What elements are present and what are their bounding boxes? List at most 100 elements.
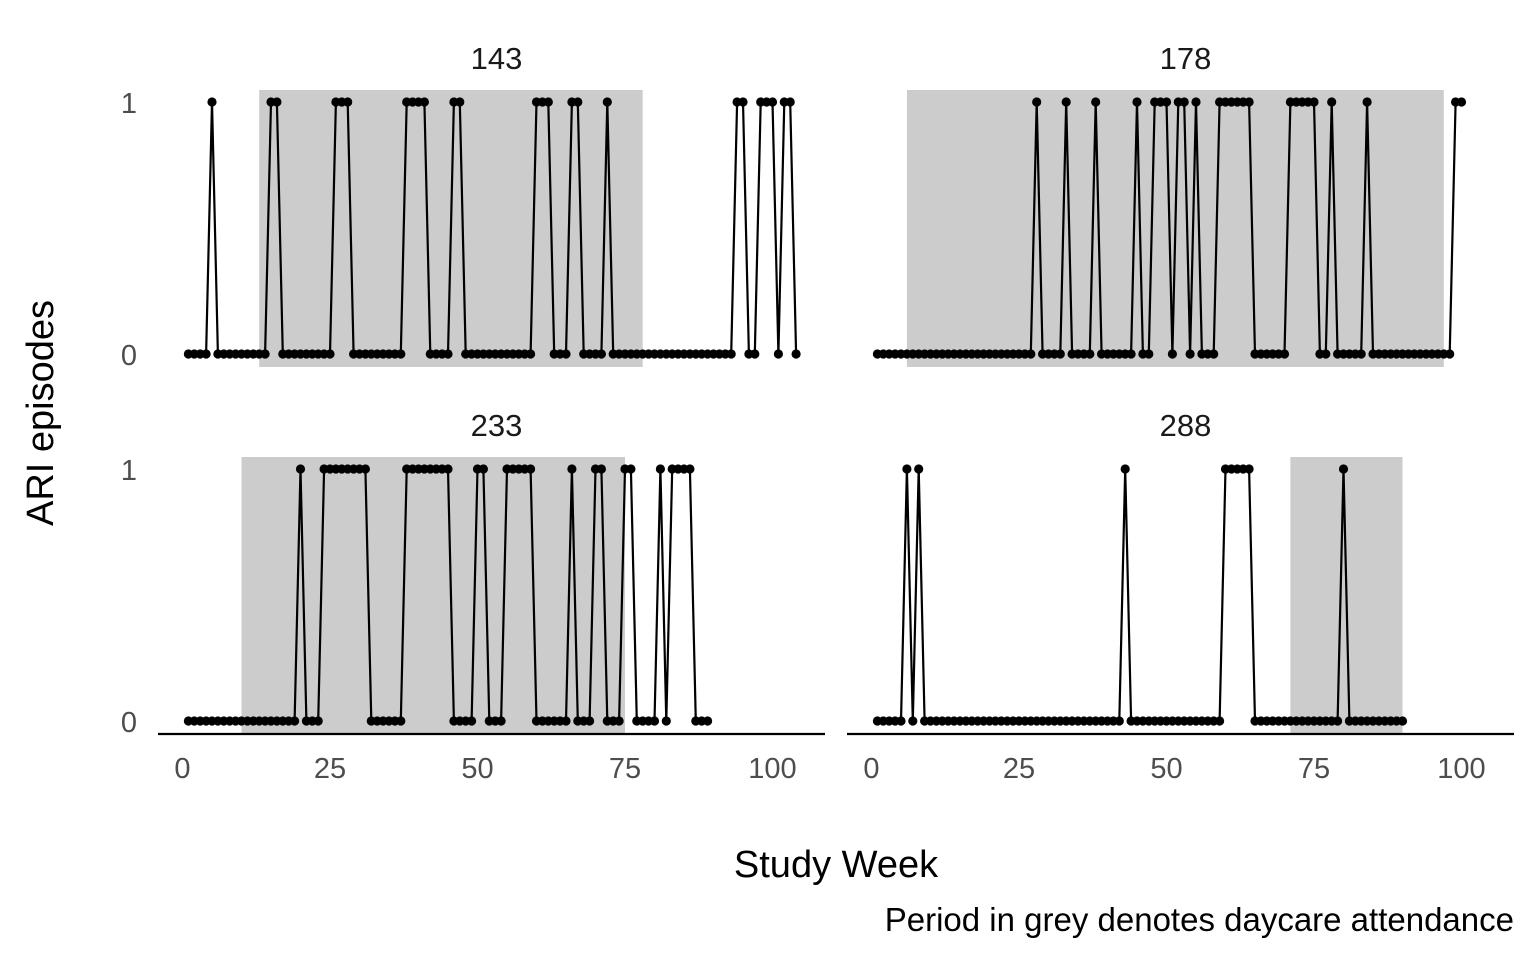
data-point	[1209, 349, 1219, 359]
y-tick-label: 0	[121, 707, 137, 739]
data-point	[602, 97, 612, 107]
data-point	[1055, 349, 1065, 359]
x-tick-label: 50	[1150, 753, 1182, 785]
data-point	[1333, 716, 1343, 726]
y-tick-label: 1	[121, 88, 137, 120]
data-point	[343, 97, 353, 107]
y-axis-title: ARI episodes	[20, 300, 62, 526]
data-point	[1338, 464, 1349, 474]
data-point	[455, 97, 465, 107]
panel-178: 178	[872, 41, 1467, 367]
data-point	[750, 349, 760, 359]
panel-title: 233	[471, 408, 523, 443]
data-point	[1026, 349, 1036, 359]
data-point	[1397, 716, 1408, 726]
data-point	[360, 464, 370, 474]
data-point	[1445, 349, 1455, 359]
data-point	[1085, 349, 1095, 359]
data-point	[1091, 97, 1101, 107]
data-point	[543, 97, 553, 107]
data-point	[295, 464, 306, 474]
data-point	[478, 464, 488, 474]
data-point	[526, 464, 536, 474]
data-point	[1244, 464, 1254, 474]
data-point	[443, 349, 453, 359]
data-point	[902, 464, 912, 474]
data-point	[1179, 97, 1189, 107]
data-point	[207, 97, 217, 107]
x-tick-label: 50	[461, 753, 493, 785]
x-tick-label: 75	[1298, 753, 1330, 785]
x-tick-label: 25	[1003, 753, 1035, 785]
x-tick-label: 0	[174, 753, 190, 785]
data-point	[1191, 97, 1201, 107]
data-point	[325, 349, 335, 359]
data-point	[1321, 349, 1331, 359]
data-point	[596, 464, 607, 474]
data-point	[290, 716, 300, 726]
data-point	[767, 97, 778, 107]
data-point	[626, 464, 636, 474]
data-point	[1161, 97, 1172, 107]
data-point	[738, 97, 748, 107]
x-tick-label: 75	[609, 753, 641, 785]
data-point	[496, 716, 506, 726]
data-point	[419, 97, 429, 107]
data-point	[655, 464, 666, 474]
data-point	[1362, 97, 1372, 107]
y-tick-label: 1	[121, 455, 137, 487]
data-point	[685, 464, 695, 474]
y-tick-label: 0	[121, 340, 137, 372]
data-point	[1215, 716, 1225, 726]
panel-288: 288 0 25 50 75 100	[847, 408, 1514, 785]
data-point	[585, 716, 595, 726]
data-point	[561, 716, 571, 726]
data-point	[1456, 97, 1467, 107]
panel-143: 143 0 1	[121, 41, 801, 372]
panel-title: 288	[1160, 408, 1212, 443]
data-point	[908, 716, 918, 726]
data-point	[573, 97, 583, 107]
data-point	[1032, 97, 1042, 107]
data-point	[1120, 464, 1130, 474]
panel-233: 233 0 1 0 25 50 75 100	[121, 408, 825, 785]
x-tick-label: 0	[863, 753, 879, 785]
data-point	[561, 349, 571, 359]
data-point	[791, 349, 801, 359]
panel-title: 178	[1160, 41, 1212, 76]
data-point	[785, 97, 795, 107]
x-tick-label: 100	[748, 753, 796, 785]
data-point	[201, 349, 211, 359]
data-point	[1132, 97, 1142, 107]
data-point	[1144, 349, 1154, 359]
data-point	[1309, 97, 1319, 107]
data-point	[396, 716, 406, 726]
x-tick-label: 25	[314, 753, 346, 785]
panels-layer: 143 0 1 178 233 0 1 0 25 50 75 100 288 0 25 50 75 100	[121, 41, 1514, 785]
data-point	[773, 349, 784, 359]
data-point	[567, 464, 577, 474]
data-point	[313, 716, 323, 726]
data-point	[526, 349, 536, 359]
data-point	[1279, 349, 1290, 359]
data-point	[614, 716, 624, 726]
data-point	[703, 716, 713, 726]
data-point	[896, 716, 906, 726]
data-point	[1167, 349, 1177, 359]
data-point	[467, 716, 477, 726]
panel-title: 143	[471, 41, 523, 76]
data-point	[596, 349, 607, 359]
data-point	[1327, 97, 1337, 107]
data-point	[726, 349, 736, 359]
x-axis-title: Study Week	[734, 844, 939, 886]
data-point	[1061, 97, 1071, 107]
data-point	[396, 349, 406, 359]
data-point	[260, 349, 270, 359]
data-point	[443, 464, 453, 474]
data-point	[661, 716, 671, 726]
data-point	[1356, 349, 1366, 359]
chart-caption: Period in grey denotes daycare attendanc…	[885, 901, 1514, 938]
data-point	[1185, 349, 1195, 359]
x-tick-label: 100	[1437, 753, 1485, 785]
